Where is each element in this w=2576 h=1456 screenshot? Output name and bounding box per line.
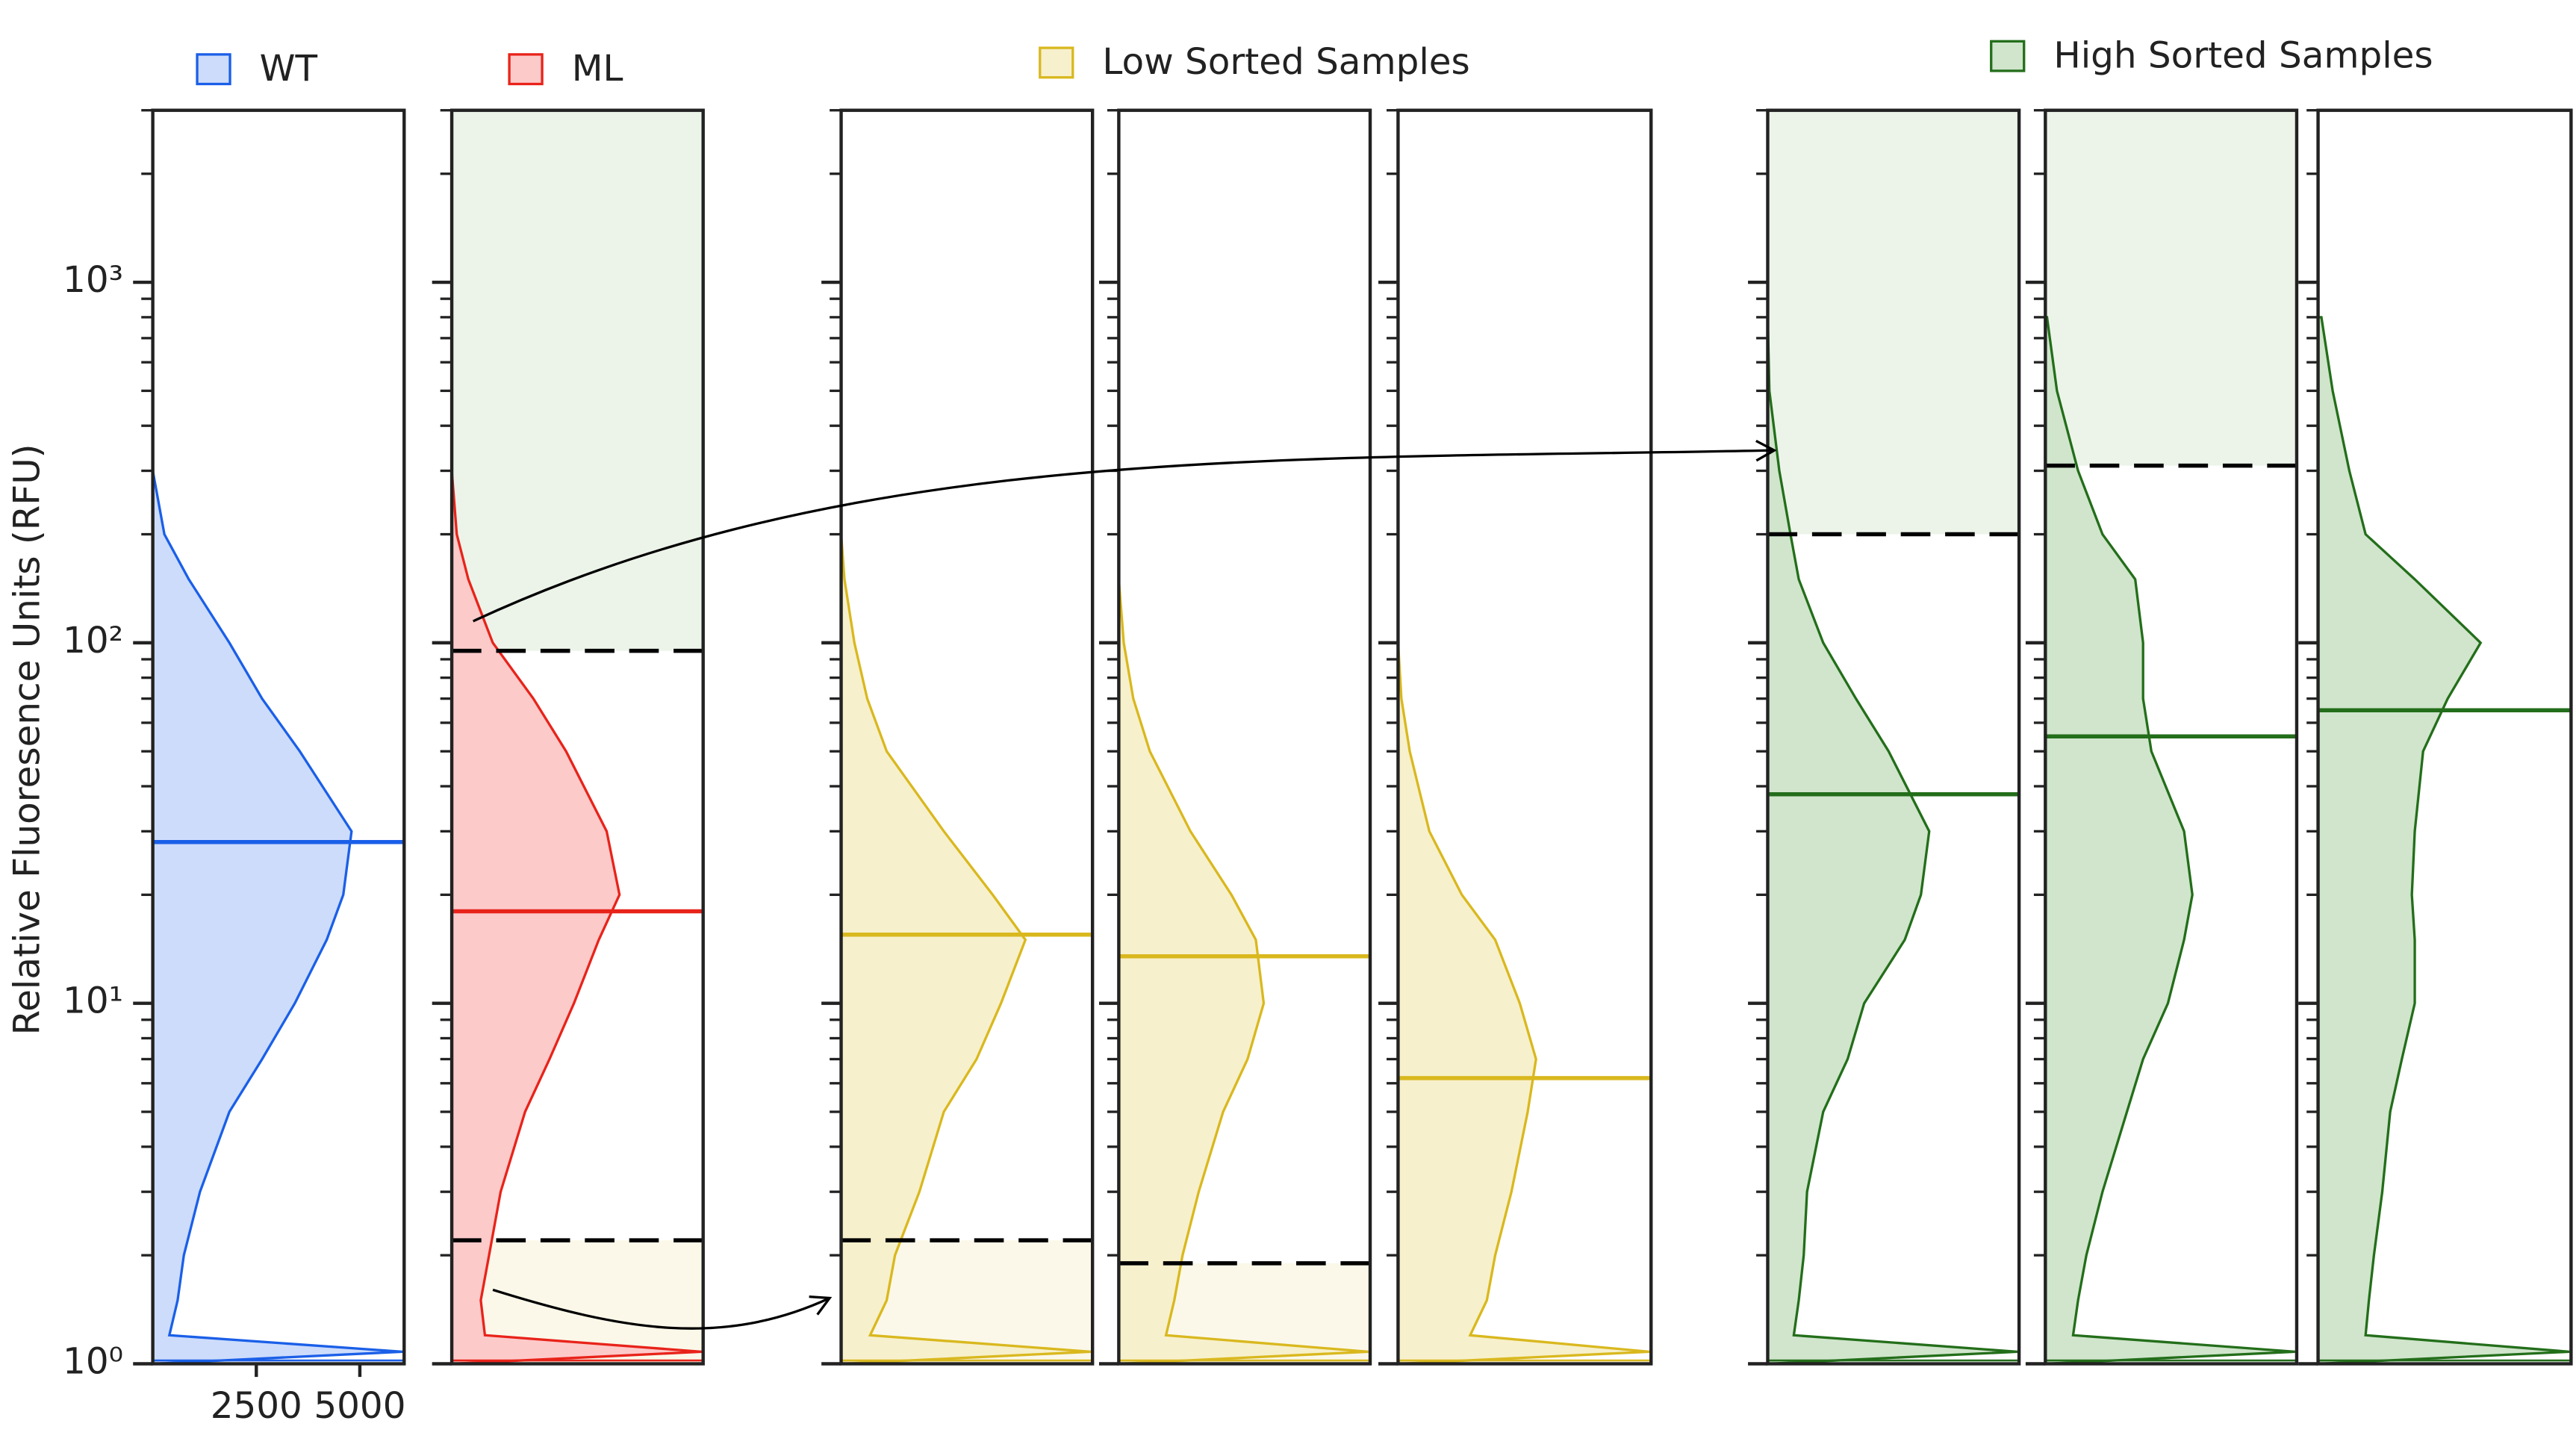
y-tick-label: 10⁰: [63, 1340, 123, 1382]
histogram-area: [1766, 317, 2018, 1366]
y-tick-label: 10³: [63, 259, 123, 301]
panel-frame: [1396, 108, 1653, 1366]
panel-frame: [449, 108, 705, 1366]
legend-swatch: [1039, 46, 1074, 79]
x-tick-label: 2500: [211, 1385, 302, 1427]
legend-label: ML: [572, 48, 623, 90]
panel-frame: [151, 108, 406, 1366]
gate-region: [452, 110, 703, 651]
histogram-area: [450, 317, 702, 1366]
panels: WT ML Low Sorted Samples High Sorted Sample…: [63, 34, 2573, 1427]
gate-region: [1767, 110, 2020, 535]
legend-swatch: [508, 53, 544, 86]
legend-swatch: [1990, 40, 2026, 72]
histogram-area: [1396, 317, 1650, 1366]
legend-label: High Sorted Samples: [2053, 34, 2433, 76]
panel-frame: [1766, 108, 2021, 1366]
y-axis-label: Relative Fluoresence Units (RFU): [7, 444, 49, 1035]
legend-label: Low Sorted Samples: [1102, 41, 1469, 83]
arrow: [492, 1288, 833, 1330]
arrow: [472, 439, 1777, 623]
panel-frame: [1117, 108, 1372, 1366]
y-tick-label: 10¹: [63, 980, 123, 1022]
histogram-area: [839, 317, 1092, 1366]
panel-frame: [2316, 108, 2573, 1366]
histogram-area: [2316, 316, 2570, 1366]
histogram-area: [2044, 316, 2295, 1366]
histogram-area: [1117, 317, 1369, 1366]
panel-frame: [2044, 108, 2299, 1366]
panel-frame: [839, 108, 1095, 1366]
legend-swatch: [196, 53, 231, 86]
y-tick-label: 10²: [63, 620, 123, 662]
legend-label: WT: [260, 48, 318, 90]
x-tick-label: 5000: [314, 1385, 405, 1427]
gate-region: [2045, 110, 2297, 466]
